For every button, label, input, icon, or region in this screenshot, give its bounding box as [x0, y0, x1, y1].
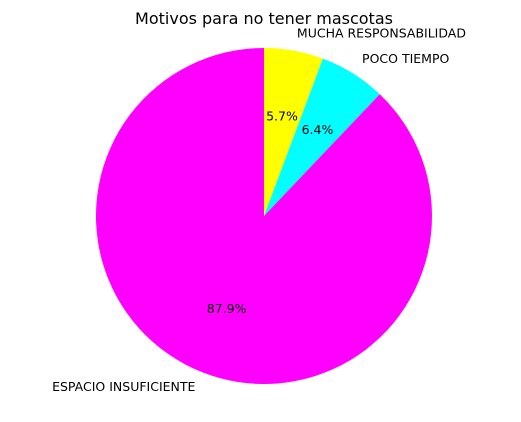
slice-label-1: MUCHA RESPONSABILIDAD [297, 26, 466, 41]
pie-slices [96, 48, 432, 384]
slice-label-2: POCO TIEMPO [362, 51, 449, 66]
slice-pct-label-1: 5.7% [266, 108, 298, 123]
slice-pct-label-3: 87.9% [207, 301, 247, 316]
pie-slice-3 [96, 48, 432, 384]
slice-label-3: ESPACIO INSUFICIENTE [52, 379, 195, 394]
slice-pct-label-2: 6.4% [302, 122, 334, 137]
